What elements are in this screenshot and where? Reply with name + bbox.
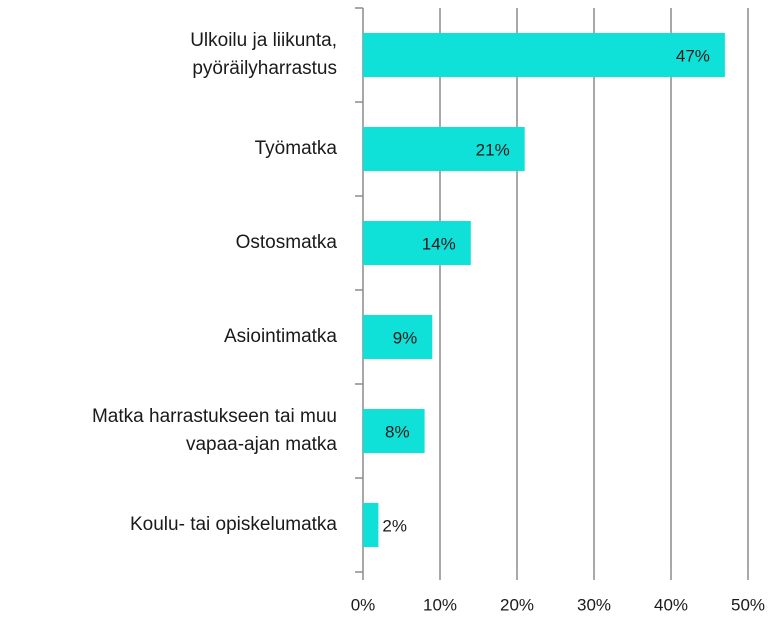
bar [363, 315, 433, 359]
x-tick-label: 0% [351, 595, 376, 614]
x-tick-label: 20% [500, 595, 534, 614]
value-label: 9% [393, 328, 418, 347]
y-tick-label: Matka harrastukseen tai muu vapaa-ajan m… [91, 406, 337, 455]
x-tick-label: 10% [423, 595, 457, 614]
value-label: 8% [385, 422, 410, 441]
y-tick-label: Koulu- tai opiskelumatka [130, 514, 337, 535]
x-tick-label: 50% [731, 595, 765, 614]
value-label: 14% [422, 234, 456, 253]
bar [363, 503, 379, 547]
value-label: 2% [382, 516, 407, 535]
bar [363, 221, 471, 265]
bar [363, 409, 425, 453]
bar [363, 33, 725, 77]
x-tick-label: 40% [654, 595, 688, 614]
value-label: 47% [676, 46, 710, 65]
x-tick-label: 30% [577, 595, 611, 614]
value-label: 21% [476, 140, 510, 159]
bar [363, 127, 525, 171]
y-tick-label: Työmatka [254, 138, 337, 159]
y-tick-label: Ulkoilu ja liikunta, pyöräilyharrastus [190, 30, 337, 79]
y-tick-label: Ostosmatka [235, 232, 337, 253]
y-tick-label: Asiointimatka [224, 326, 337, 347]
